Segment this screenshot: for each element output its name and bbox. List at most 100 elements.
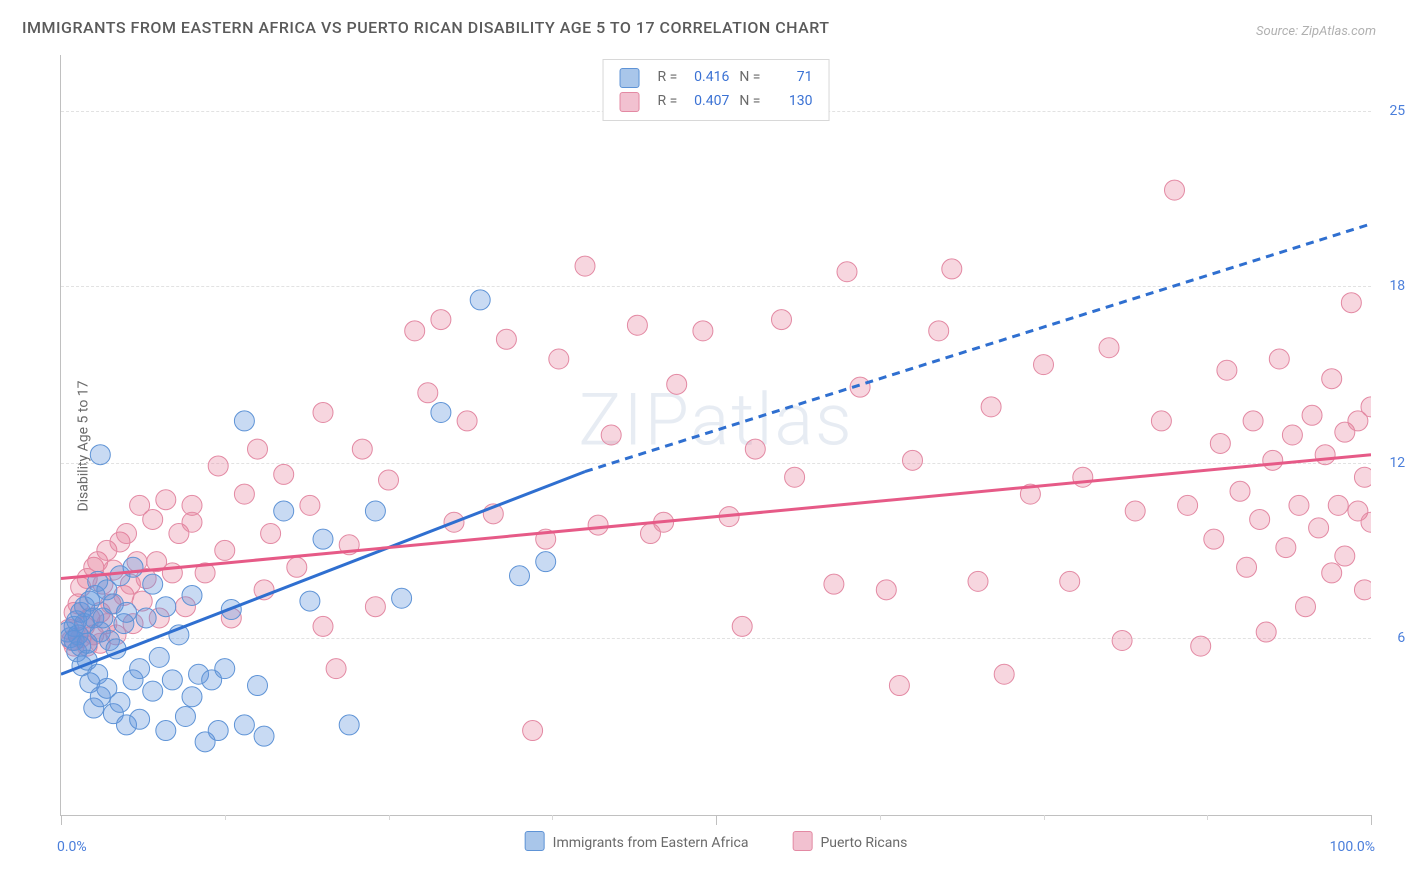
scatter-point-puerto_rican <box>627 315 647 335</box>
scatter-point-puerto_rican <box>326 659 346 679</box>
scatter-point-puerto_rican <box>1178 495 1198 515</box>
scatter-point-puerto_rican <box>1230 481 1250 501</box>
scatter-point-eastern_africa <box>182 585 202 605</box>
scatter-point-puerto_rican <box>1237 557 1257 577</box>
scatter-point-puerto_rican <box>1354 467 1371 487</box>
scatter-point-eastern_africa <box>208 721 228 741</box>
x-tick-major <box>1371 815 1372 825</box>
scatter-point-puerto_rican <box>1210 433 1230 453</box>
trendline-puerto_rican <box>61 455 1371 579</box>
x-max-label: 100.0% <box>1330 839 1375 855</box>
y-tick-label: 12.5% <box>1389 455 1406 471</box>
scatter-point-puerto_rican <box>261 524 281 544</box>
x-tick-minor <box>1044 815 1045 820</box>
scatter-point-puerto_rican <box>575 256 595 276</box>
scatter-point-eastern_africa <box>431 402 451 422</box>
scatter-point-puerto_rican <box>1250 509 1270 529</box>
scatter-point-puerto_rican <box>274 464 294 484</box>
trendline-ext-eastern_africa <box>585 224 1371 472</box>
scatter-point-eastern_africa <box>248 676 268 696</box>
plot-area: ZIPatlas 6.3% 12.5% 18.8% 25.0% 0.0% 100… <box>60 55 1371 816</box>
scatter-point-puerto_rican <box>182 512 202 532</box>
scatter-point-puerto_rican <box>745 439 765 459</box>
scatter-point-puerto_rican <box>1263 450 1283 470</box>
legend-item-puerto-rican: Puerto Ricans <box>792 831 907 851</box>
scatter-point-eastern_africa <box>254 726 274 746</box>
scatter-point-puerto_rican <box>215 540 235 560</box>
scatter-point-eastern_africa <box>234 411 254 431</box>
scatter-point-eastern_africa <box>536 552 556 572</box>
scatter-point-puerto_rican <box>1302 405 1322 425</box>
scatter-point-puerto_rican <box>248 439 268 459</box>
scatter-point-puerto_rican <box>1315 445 1335 465</box>
scatter-point-eastern_africa <box>182 687 202 707</box>
scatter-point-eastern_africa <box>130 709 150 729</box>
scatter-point-puerto_rican <box>1282 425 1302 445</box>
scatter-point-puerto_rican <box>1191 636 1211 656</box>
scatter-point-puerto_rican <box>1099 338 1119 358</box>
scatter-point-puerto_rican <box>1335 546 1355 566</box>
scatter-point-puerto_rican <box>772 310 792 330</box>
scatter-point-puerto_rican <box>496 329 516 349</box>
scatter-point-puerto_rican <box>968 571 988 591</box>
scatter-point-puerto_rican <box>837 262 857 282</box>
scatter-point-puerto_rican <box>365 597 385 617</box>
scatter-point-puerto_rican <box>889 676 909 696</box>
scatter-point-eastern_africa <box>339 715 359 735</box>
scatter-point-puerto_rican <box>1289 495 1309 515</box>
scatter-point-puerto_rican <box>313 616 333 636</box>
scatter-point-puerto_rican <box>1060 571 1080 591</box>
y-tick-label: 18.8% <box>1389 278 1406 294</box>
scatter-point-puerto_rican <box>431 310 451 330</box>
scatter-point-eastern_africa <box>149 647 169 667</box>
scatter-point-puerto_rican <box>1034 355 1054 375</box>
scatter-point-puerto_rican <box>1296 597 1316 617</box>
scatter-point-puerto_rican <box>300 495 320 515</box>
scatter-point-puerto_rican <box>1204 529 1224 549</box>
source-label: Source: <box>1256 24 1298 39</box>
x-tick-minor <box>389 815 390 820</box>
scatter-point-puerto_rican <box>1217 360 1237 380</box>
scatter-point-eastern_africa <box>175 706 195 726</box>
scatter-point-eastern_africa <box>510 566 530 586</box>
scatter-point-puerto_rican <box>1165 180 1185 200</box>
scatter-point-puerto_rican <box>1309 518 1329 538</box>
scatter-point-eastern_africa <box>143 574 163 594</box>
scatter-point-puerto_rican <box>903 450 923 470</box>
scatter-point-puerto_rican <box>313 402 333 422</box>
chart-svg <box>61 55 1371 815</box>
scatter-point-puerto_rican <box>1073 467 1093 487</box>
scatter-point-eastern_africa <box>392 588 412 608</box>
x-tick-minor <box>225 815 226 820</box>
scatter-point-puerto_rican <box>234 484 254 504</box>
x-min-label: 0.0% <box>57 839 87 855</box>
legend-swatch-puerto-rican <box>792 831 812 851</box>
scatter-point-eastern_africa <box>143 681 163 701</box>
scatter-point-eastern_africa <box>162 670 182 690</box>
scatter-point-puerto_rican <box>457 411 477 431</box>
scatter-point-puerto_rican <box>929 321 949 341</box>
scatter-point-puerto_rican <box>1112 630 1132 650</box>
scatter-point-eastern_africa <box>365 501 385 521</box>
scatter-point-puerto_rican <box>1354 580 1371 600</box>
source-value: ZipAtlas.com <box>1301 24 1376 39</box>
chart-title: IMMIGRANTS FROM EASTERN AFRICA VS PUERTO… <box>22 18 830 37</box>
scatter-point-eastern_africa <box>234 715 254 735</box>
scatter-point-puerto_rican <box>418 383 438 403</box>
scatter-point-puerto_rican <box>1276 538 1296 558</box>
scatter-point-puerto_rican <box>1256 622 1276 642</box>
scatter-point-puerto_rican <box>523 721 543 741</box>
scatter-point-eastern_africa <box>136 608 156 628</box>
scatter-point-puerto_rican <box>143 509 163 529</box>
scatter-point-puerto_rican <box>876 580 896 600</box>
scatter-point-puerto_rican <box>824 574 844 594</box>
scatter-point-puerto_rican <box>1125 501 1145 521</box>
scatter-point-eastern_africa <box>313 529 333 549</box>
scatter-point-puerto_rican <box>667 374 687 394</box>
scatter-point-puerto_rican <box>117 524 137 544</box>
scatter-point-puerto_rican <box>208 456 228 476</box>
legend-label: Immigrants from Eastern Africa <box>553 835 749 851</box>
scatter-point-eastern_africa <box>300 591 320 611</box>
legend-swatch-eastern-africa <box>525 831 545 851</box>
scatter-point-puerto_rican <box>942 259 962 279</box>
